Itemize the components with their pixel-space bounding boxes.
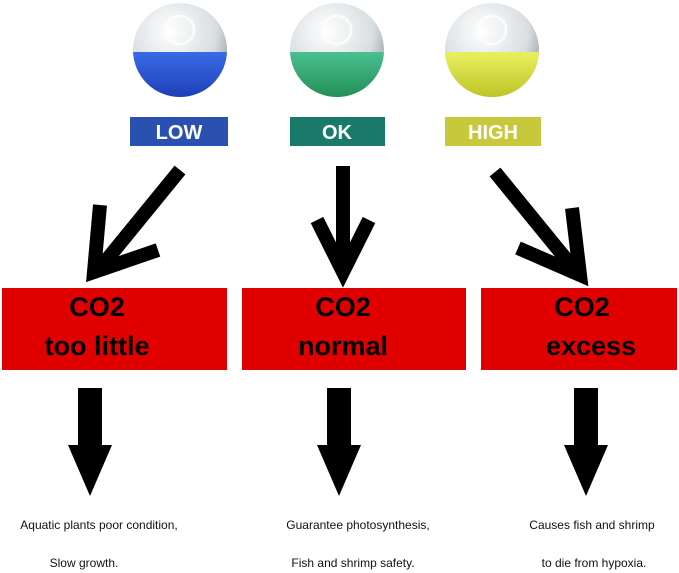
effect-text: to die from hypoxia. [542,556,647,570]
status-text: CO2 [69,292,125,322]
indicator-sphere [445,3,539,97]
indicator-bar [130,117,228,146]
indicator-bar [290,117,385,146]
down-arrow [317,388,361,496]
effect-text: Causes fish and shrimp [529,518,655,532]
status-box [481,288,677,370]
status-text: CO2 [315,292,371,322]
down-arrow [564,388,608,496]
effect-text: Aquatic plants poor condition, [20,518,177,532]
indicator-label: HIGH [468,122,518,144]
indicator-label: LOW [156,122,203,144]
arrow [489,167,589,287]
status-box [2,288,227,370]
status-box [242,288,466,370]
arrow [310,166,376,288]
status-text: too little [45,331,150,361]
effect-text: Slow growth. [50,556,119,570]
effect-text: Guarantee photosynthesis, [286,518,429,532]
indicator-sphere [133,3,227,97]
status-text: normal [298,331,388,361]
effect-text: Fish and shrimp safety. [291,556,414,570]
status-text: excess [546,331,636,361]
arrow [86,165,186,283]
indicator-sphere [290,3,384,97]
indicator-bar [445,117,541,146]
indicator-label: OK [322,122,353,144]
down-arrow [68,388,112,496]
status-text: CO2 [554,292,610,322]
